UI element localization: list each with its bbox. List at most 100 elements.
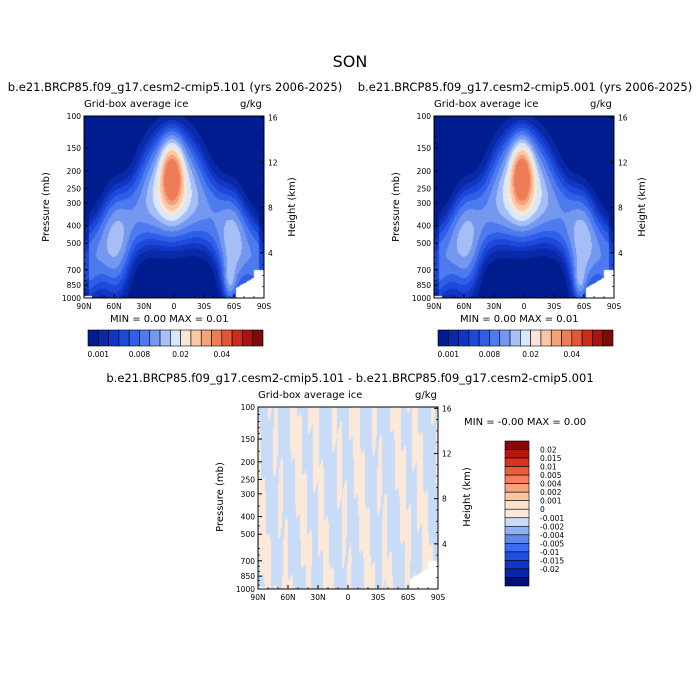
- diff-panel-plot: 100 150 200 250 300 400 500 700 850 1000 16 12 8 4 90N…: [236, 403, 452, 602]
- colorbar-swatch: [581, 329, 593, 347]
- pressure-tick-label: 500: [241, 530, 256, 539]
- colorbar-swatch: [108, 329, 120, 347]
- pressure-tick-label: 500: [67, 239, 82, 248]
- colorbar-swatch: [458, 329, 470, 347]
- latitude-tick-label: 30S: [197, 302, 212, 311]
- legend-label: -0.002: [540, 522, 564, 531]
- pressure-tick-label: 250: [417, 184, 432, 193]
- pressure-tick-label: 400: [241, 513, 256, 522]
- pressure-tick-label: 100: [241, 403, 256, 412]
- colorbar-label: 0.001: [88, 350, 110, 359]
- pressure-tick-label: 850: [241, 572, 256, 581]
- colorbar-swatch: [180, 329, 192, 347]
- left-panel-variable: Grid-box average ice: [84, 99, 189, 110]
- pressure-tick-label: 850: [67, 281, 82, 290]
- left-panel-title: b.e21.BRCP85.f09_g17.cesm2-cmip5.101 (yr…: [7, 80, 343, 94]
- colorbar-label: 0.008: [479, 350, 501, 359]
- legend-swatch: [504, 466, 530, 476]
- height-tick-label: 8: [618, 204, 623, 213]
- pressure-tick-label: 700: [417, 266, 432, 275]
- legend-label: 0.015: [540, 454, 562, 463]
- colorbar-swatch: [231, 329, 243, 347]
- legend-label: 0.005: [540, 471, 562, 480]
- colorbar-swatch: [437, 329, 449, 347]
- colorbar-label: 0.02: [522, 350, 539, 359]
- colorbar-swatch: [499, 329, 511, 347]
- pressure-tick-label: 400: [67, 222, 82, 231]
- right-panel-plot: 100 150 200 250 300 400 500 700 850 1000 16 12 8 4 90N…: [412, 112, 628, 311]
- pressure-tick-label: 500: [417, 239, 432, 248]
- colorbar-swatch: [540, 329, 552, 347]
- legend-label: -0.015: [540, 556, 564, 565]
- pressure-tick-label: 150: [241, 435, 256, 444]
- left-colorbar: 0.001 0.008 0.02 0.04: [88, 329, 264, 359]
- latitude-tick-label: 90S: [607, 302, 622, 311]
- colorbar-swatch: [149, 329, 161, 347]
- height-tick-label: 16: [268, 113, 278, 122]
- height-tick-label: 12: [268, 159, 278, 168]
- diff-panel-minmax: MIN = -0.00 MAX = 0.00: [464, 417, 587, 428]
- pressure-tick-label: 700: [241, 557, 256, 566]
- colorbar-label: 0.008: [129, 350, 151, 359]
- pressure-tick-label: 400: [417, 222, 432, 231]
- colorbar-swatch: [170, 329, 181, 347]
- colorbar-swatch: [489, 329, 501, 347]
- colorbar-label: 0.02: [172, 350, 189, 359]
- latitude-tick-label: 30S: [371, 593, 386, 602]
- colorbar-swatch: [139, 329, 151, 347]
- pressure-tick-label: 700: [67, 266, 82, 275]
- height-tick-label: 16: [442, 404, 452, 413]
- legend-swatch: [504, 568, 530, 578]
- right-panel-plot-field: [434, 116, 614, 298]
- latitude-tick-label: 60N: [456, 302, 471, 311]
- colorbar-swatch: [190, 329, 202, 347]
- legend-swatch: [504, 525, 530, 536]
- height-tick-label: 16: [618, 113, 628, 122]
- legend-swatch: [504, 551, 530, 561]
- pressure-tick-label: 300: [67, 199, 82, 208]
- legend-swatch: [504, 457, 530, 467]
- colorbar-swatch: [97, 329, 109, 347]
- right-panel-title: b.e21.BRCP85.f09_g17.cesm2-cmip5.001 (yr…: [357, 80, 693, 94]
- latitude-tick-label: 0: [172, 302, 177, 311]
- legend-label: -0.005: [540, 539, 564, 548]
- colorbar-swatch: [221, 329, 233, 347]
- colorbar-label: 0.04: [213, 350, 230, 359]
- colorbar-label: 0.04: [563, 350, 580, 359]
- latitude-tick-label: 60S: [577, 302, 592, 311]
- latitude-tick-label: 90N: [250, 593, 265, 602]
- height-tick-label: 12: [618, 159, 628, 168]
- diff-panel-units: g/kg: [415, 390, 437, 401]
- pressure-tick-label: 250: [241, 475, 256, 484]
- right-panel-minmax: MIN = 0.00 MAX = 0.01: [460, 314, 579, 325]
- legend-label: -0.02: [540, 565, 560, 574]
- left-panel-units: g/kg: [240, 99, 262, 110]
- legend-swatch: [504, 440, 530, 450]
- latitude-tick-label: 90N: [76, 302, 91, 311]
- height-tick-label: 4: [268, 249, 273, 258]
- height-tick-label: 4: [618, 249, 623, 258]
- pressure-tick-label: 1000: [412, 294, 431, 303]
- legend-swatch: [504, 577, 530, 587]
- legend-swatch: [504, 483, 530, 493]
- legend-swatch: [504, 517, 530, 527]
- legend-swatch: [504, 543, 530, 553]
- colorbar-swatch: [468, 329, 480, 347]
- pressure-tick-label: 250: [67, 184, 82, 193]
- colorbar-swatch: [242, 329, 254, 347]
- colorbar-swatch: [211, 329, 223, 347]
- legend-label: 0.001: [540, 497, 562, 506]
- legend-label: 0.002: [540, 488, 562, 497]
- colorbar-label: 0.001: [438, 350, 460, 359]
- colorbar-swatch: [128, 329, 140, 347]
- diff-panel-title: b.e21.BRCP85.f09_g17.cesm2-cmip5.101 - b…: [106, 371, 594, 385]
- latitude-tick-label: 60N: [280, 593, 295, 602]
- pressure-tick-label: 300: [241, 490, 256, 499]
- height-tick-label: 8: [268, 204, 273, 213]
- latitude-tick-label: 60S: [227, 302, 242, 311]
- latitude-tick-label: 90S: [257, 302, 272, 311]
- latitude-tick-label: 0: [522, 302, 527, 311]
- legend-swatch: [504, 508, 530, 519]
- pressure-tick-label: 150: [417, 144, 432, 153]
- colorbar-swatch: [592, 329, 604, 347]
